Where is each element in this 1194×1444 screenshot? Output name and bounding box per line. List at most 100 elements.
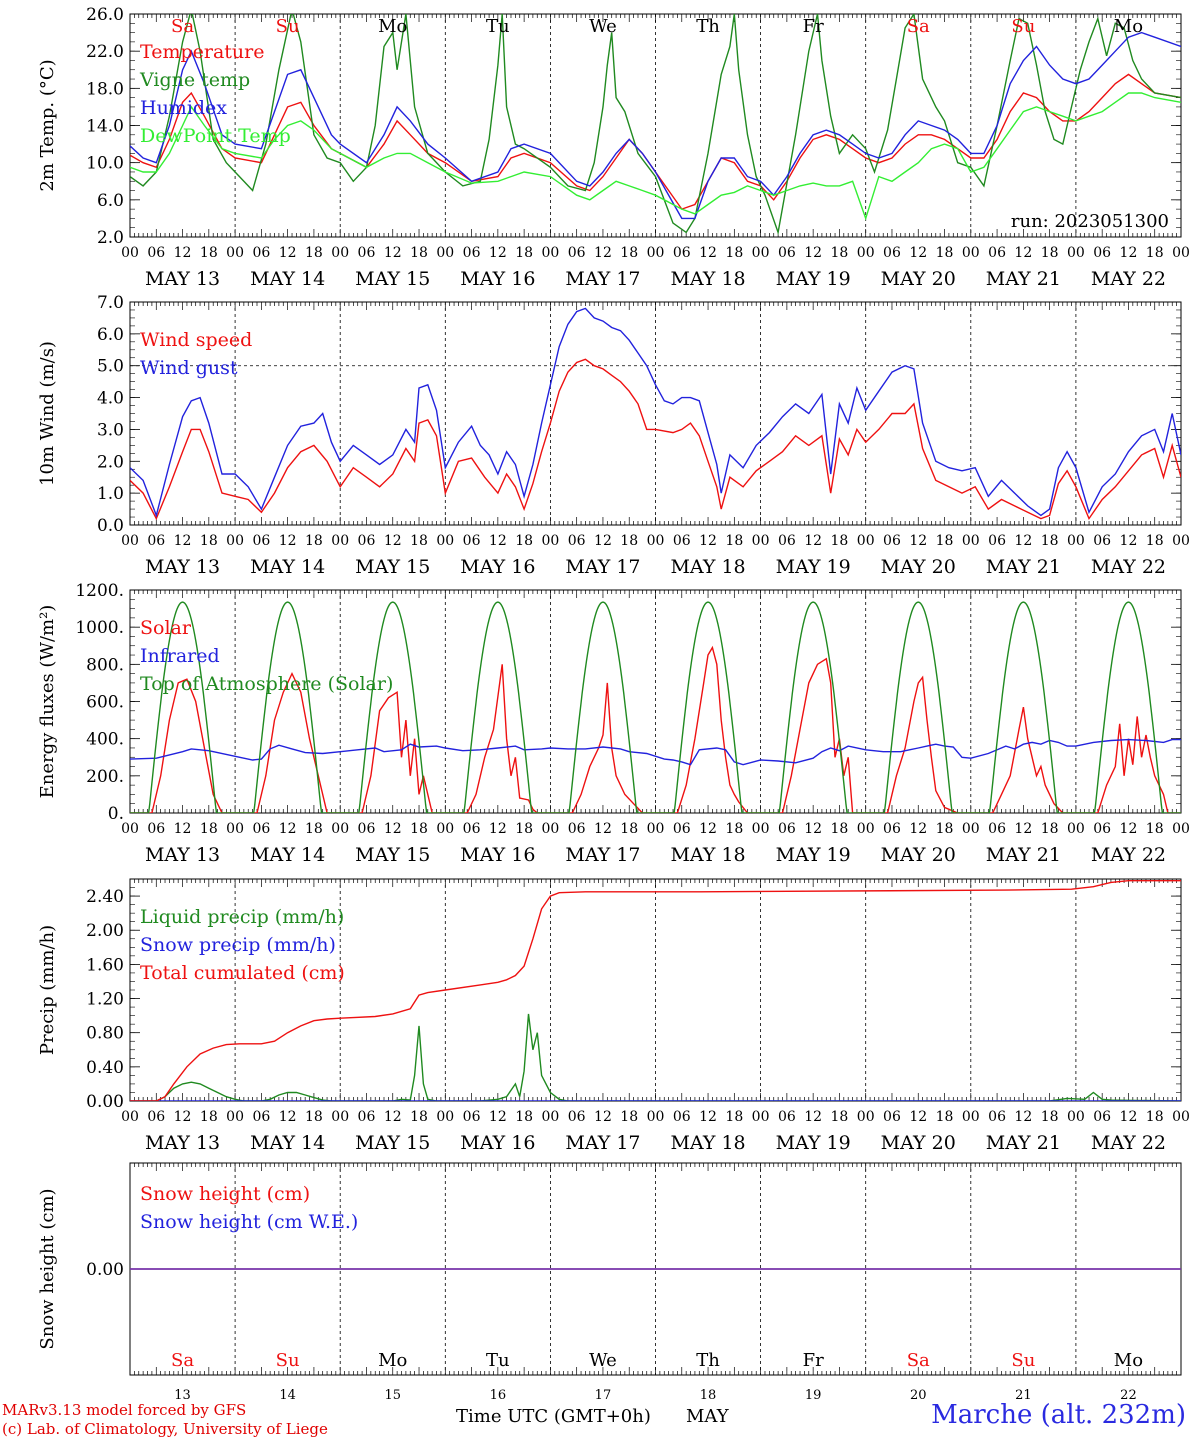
date-label: MAY 13 (145, 1132, 220, 1154)
date-label: MAY 22 (1091, 844, 1166, 866)
hour-label: 18 (725, 821, 743, 837)
model-credit: MARv3.13 model forced by GFS (2, 1401, 247, 1419)
hour-label: 06 (252, 1109, 270, 1125)
legend-entry: Temperature (140, 41, 264, 63)
y-tick-label: 1.0 (97, 484, 124, 504)
hour-label: 12 (174, 821, 192, 837)
series-line-top-of-atmosphere-solar- (130, 601, 1181, 813)
hour-label: 18 (1146, 533, 1164, 549)
day-number: 14 (279, 1388, 296, 1403)
date-label: MAY 19 (776, 844, 851, 866)
y-tick-label: 4.0 (97, 389, 124, 409)
hour-label: 06 (568, 821, 586, 837)
y-tick-label: 1000. (75, 618, 124, 638)
series-line-dewpoint-temp (130, 92, 1181, 221)
series-line-liquid-precip-mm-h- (130, 1013, 1181, 1101)
date-label: MAY 13 (145, 556, 220, 578)
hour-label: 12 (1120, 533, 1138, 549)
day-number: 18 (700, 1388, 717, 1403)
hour-label: 12 (699, 821, 717, 837)
series-line-infrared (130, 738, 1181, 766)
date-label: MAY 16 (460, 844, 535, 866)
date-label: MAY 18 (670, 1132, 745, 1154)
y-tick-label: 1.60 (86, 955, 124, 975)
day-number: 21 (1015, 1388, 1032, 1403)
month-label: MAY (686, 1406, 729, 1427)
date-label: MAY 17 (565, 268, 640, 290)
day-name: Sa (907, 1350, 930, 1371)
day-name: We (589, 16, 617, 37)
hour-label: 12 (489, 1109, 507, 1125)
day-name: Sa (171, 1350, 194, 1371)
hour-label: 00 (752, 1109, 770, 1125)
panel-5: 0.00 Snow height (cm) Snow height (cm) Snow… (37, 1162, 1182, 1403)
hour-label: 00 (1172, 1109, 1190, 1125)
day-name: Tu (486, 1350, 510, 1371)
hour-label: 12 (384, 1109, 402, 1125)
hour-label: 06 (673, 1109, 691, 1125)
legend-entry: Snow height (cm W.E.) (140, 1211, 358, 1233)
hour-label: 06 (358, 245, 376, 261)
hour-label: 00 (962, 533, 980, 549)
series-line-temperature (130, 73, 1181, 210)
y-tick-label: 7.0 (97, 293, 124, 313)
hour-label: 18 (410, 533, 428, 549)
hour-label: 00 (1172, 533, 1190, 549)
day-number: 15 (384, 1388, 401, 1403)
hour-label: 18 (305, 245, 323, 261)
hour-label: 06 (778, 533, 796, 549)
date-label: MAY 14 (250, 1132, 325, 1154)
hour-label: 18 (1146, 1109, 1164, 1125)
hour-label: 06 (358, 821, 376, 837)
hour-label: 18 (1041, 533, 1059, 549)
y-tick-label: 2.0 (97, 228, 124, 248)
hour-label: 00 (436, 821, 454, 837)
date-label: MAY 19 (776, 1132, 851, 1154)
hour-label: 00 (226, 245, 244, 261)
panel-2: 0.0 1.0 2.0 3.0 4.0 5.0 6.0 7.0 10m Wind (m/s) Wi… (37, 293, 1190, 578)
date-label: MAY 17 (565, 556, 640, 578)
y-tick-label: 3.0 (97, 420, 124, 440)
hour-label: 12 (384, 245, 402, 261)
hour-label: 00 (226, 1109, 244, 1125)
day-name: Sa (907, 16, 930, 37)
hour-label: 00 (752, 245, 770, 261)
y-tick-label: 6.0 (97, 325, 124, 345)
date-label: MAY 19 (776, 556, 851, 578)
hour-label: 18 (831, 821, 849, 837)
legend-entry: Vigne temp (139, 69, 250, 91)
hour-label: 00 (857, 245, 875, 261)
series-line-wind-speed (130, 358, 1181, 521)
hour-label: 12 (699, 533, 717, 549)
hour-label: 00 (647, 1109, 665, 1125)
hour-label: 00 (226, 533, 244, 549)
hour-label: 06 (147, 245, 165, 261)
hour-label: 00 (121, 821, 139, 837)
hour-label: 06 (988, 1109, 1006, 1125)
hour-label: 12 (909, 821, 927, 837)
hour-label: 00 (1067, 821, 1085, 837)
hour-label: 00 (962, 1109, 980, 1125)
hour-label: 12 (279, 533, 297, 549)
hour-label: 18 (725, 1109, 743, 1125)
hour-label: 12 (279, 1109, 297, 1125)
hour-label: 06 (673, 245, 691, 261)
hour-label: 00 (121, 533, 139, 549)
day-number: 13 (174, 1388, 191, 1403)
day-name: Sa (171, 16, 194, 37)
y-tick-label: 0.00 (86, 1092, 124, 1112)
hour-label: 06 (147, 533, 165, 549)
day-name: Mo (1114, 16, 1143, 37)
hour-label: 06 (883, 533, 901, 549)
hour-label: 00 (857, 821, 875, 837)
series-line-total-cumulated-cm- (130, 880, 1181, 1101)
legend-entry: Humidex (140, 97, 227, 119)
day-name: We (589, 1350, 617, 1371)
day-name: Fr (803, 16, 824, 37)
hour-label: 06 (883, 1109, 901, 1125)
hour-label: 18 (410, 245, 428, 261)
day-name: Th (696, 16, 720, 37)
hour-label: 06 (252, 821, 270, 837)
hour-label: 06 (988, 533, 1006, 549)
hour-label: 00 (857, 1109, 875, 1125)
